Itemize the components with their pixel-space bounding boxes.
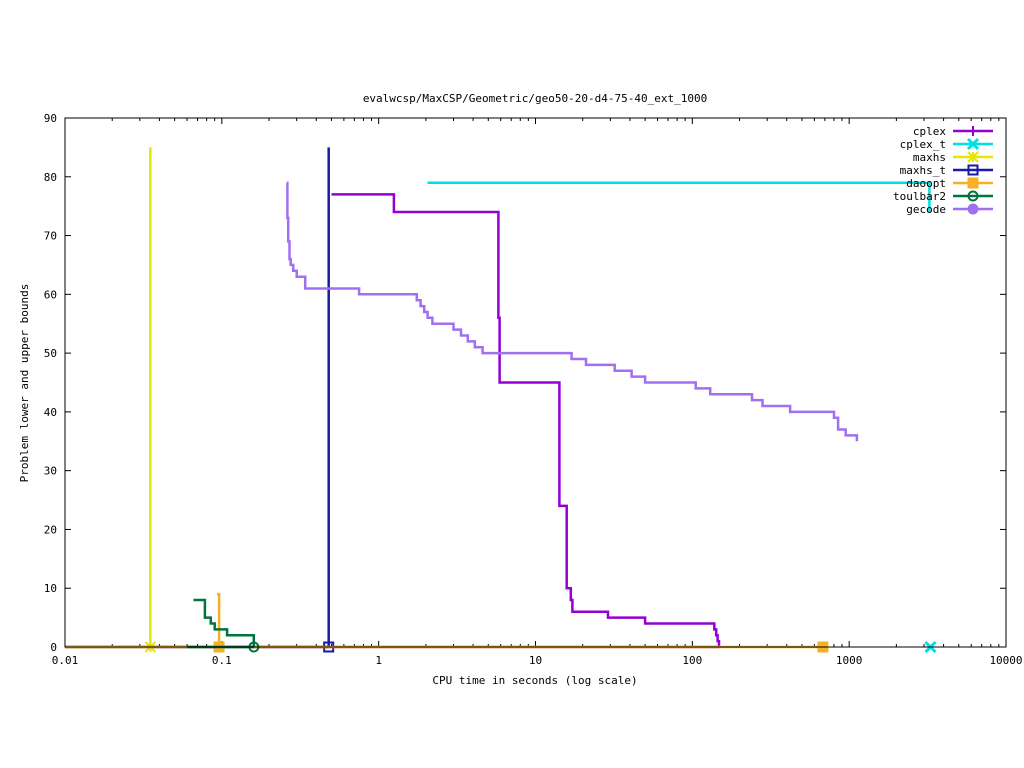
y-tick-label: 70: [44, 230, 57, 243]
legend-label: maxhs_t: [900, 164, 946, 177]
tick-labels: 0 10 20 30 40 50 60 70 80 90 0.01 0.1 1 10 100 1000 1000…: [44, 112, 1023, 667]
legend-item-cplex: cplex: [913, 125, 993, 138]
series-line-upper-toulbar2: [193, 598, 256, 647]
y-tick-label: 20: [44, 523, 57, 536]
legend-label: daoopt: [906, 177, 946, 190]
series-line-upper-cplex_t: [427, 181, 931, 212]
y-tick-label: 0: [50, 641, 57, 654]
legend-marker-maxhs_t-rect: [967, 164, 979, 176]
y-tick-label: 90: [44, 112, 57, 125]
x-axis-label: CPU time in seconds (log scale): [432, 674, 637, 687]
legend-marker-cplex: [968, 126, 978, 136]
legend-label: maxhs: [913, 151, 946, 164]
plot-frame: [64, 117, 1007, 648]
legend-marker-gecode-circle: [967, 203, 979, 215]
legend-label: cplex: [913, 125, 946, 138]
legend-label: cplex_t: [900, 138, 946, 151]
y-axis-label: Problem lower and upper bounds: [18, 284, 31, 483]
legend-item-toulbar2: toulbar2: [893, 190, 993, 203]
y-tick-label: 50: [44, 347, 57, 360]
legend-item-maxhs: maxhs: [913, 151, 993, 164]
legend-marker-cplex_t-b: [966, 137, 980, 151]
legend-marker-daoopt: [967, 177, 979, 189]
y-tick-label: 80: [44, 171, 57, 184]
series-gecode: [286, 181, 859, 442]
chart-title: evalwcsp/MaxCSP/Geometric/geo50-20-d4-75…: [363, 92, 707, 105]
legend-marker-daoopt-rect: [967, 177, 979, 189]
y-tick-label: 30: [44, 465, 57, 478]
legend-label: toulbar2: [893, 190, 946, 203]
legend-marker-maxhs-b: [967, 151, 979, 163]
legend-marker-cplex_t: [966, 137, 980, 151]
y-tick-label: 60: [44, 288, 57, 301]
legend-marker-maxhs: [967, 151, 979, 163]
legend-item-gecode: gecode: [906, 203, 993, 216]
legend-item-daoopt: daoopt: [906, 177, 993, 190]
legend-marker-gecode: [967, 203, 979, 215]
legend-label: gecode: [906, 203, 946, 216]
legend-marker-toulbar2: [967, 190, 979, 202]
legend-marker-maxhs_t: [967, 164, 979, 176]
x-tick-label: 10000: [989, 654, 1022, 667]
legend-item-maxhs_t: maxhs_t: [900, 164, 993, 177]
x-tick-label: 1: [375, 654, 382, 667]
y-tick-label: 40: [44, 406, 57, 419]
x-tick-label: 100: [682, 654, 702, 667]
legend-marker-toulbar2-circle: [967, 190, 979, 202]
x-tick-label: 1000: [836, 654, 863, 667]
x-tick-label: 0.01: [52, 654, 79, 667]
series-line-upper-cplex: [331, 193, 721, 647]
x-tick-label: 10: [529, 654, 542, 667]
legend: cplexcplex_tmaxhsmaxhs_tdaoopttoulbar2ge…: [893, 125, 993, 216]
legend-item-cplex_t: cplex_t: [900, 137, 993, 151]
x-tick-label: 0.1: [212, 654, 232, 667]
y-tick-label: 10: [44, 582, 57, 595]
series-line-upper-gecode: [286, 181, 859, 442]
